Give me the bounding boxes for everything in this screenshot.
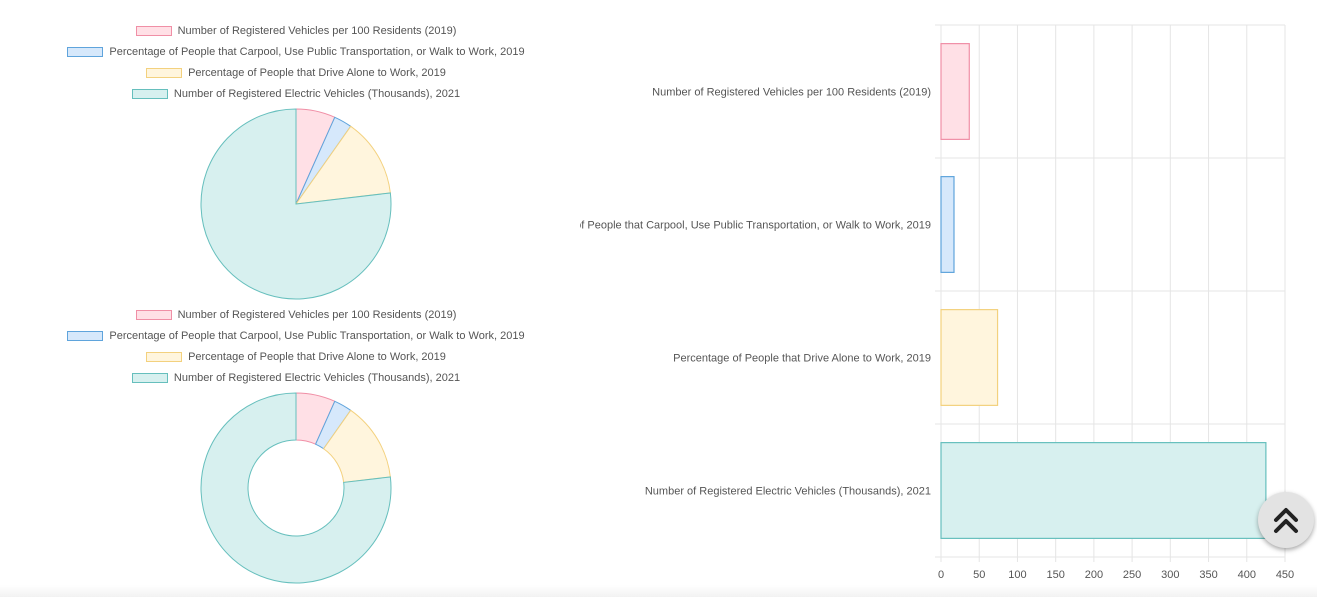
category-label: Number of Registered Electric Vehicles (… xyxy=(645,486,931,498)
category-label: Percentage of People that Carpool, Use P… xyxy=(580,220,931,232)
x-tick-label: 300 xyxy=(1161,569,1179,581)
pie-chart-slice[interactable] xyxy=(294,125,391,205)
legend-item[interactable]: Percentage of People that Drive Alone to… xyxy=(0,62,592,83)
pie-chart xyxy=(200,108,392,300)
legend-swatch xyxy=(135,25,172,36)
legend-item[interactable]: Percentage of People that Drive Alone to… xyxy=(0,346,592,367)
doughnut-chart xyxy=(200,392,392,584)
bar[interactable] xyxy=(940,309,999,406)
x-tick-label: 100 xyxy=(1008,569,1026,581)
legend-item[interactable]: Number of Registered Electric Vehicles (… xyxy=(0,83,592,104)
legend-item[interactable]: Number of Registered Vehicles per 100 Re… xyxy=(0,20,592,41)
x-tick-label: 200 xyxy=(1085,569,1103,581)
pie-chart-slice[interactable] xyxy=(200,108,392,300)
x-tick-label: 250 xyxy=(1123,569,1141,581)
legend-label: Percentage of People that Drive Alone to… xyxy=(188,350,446,363)
x-tick-label: 350 xyxy=(1199,569,1217,581)
x-tick-label: 50 xyxy=(973,569,985,581)
legend-label: Percentage of People that Carpool, Use P… xyxy=(109,45,525,58)
legend-label: Number of Registered Vehicles per 100 Re… xyxy=(177,24,457,37)
double-chevron-up-icon xyxy=(1274,508,1298,533)
legend-swatch xyxy=(67,330,104,341)
category-label: Percentage of People that Drive Alone to… xyxy=(673,353,931,365)
legend-swatch xyxy=(146,351,183,362)
legend-swatch xyxy=(67,46,104,57)
bar[interactable] xyxy=(940,442,1267,539)
bar[interactable] xyxy=(940,176,955,273)
category-label: Number of Registered Vehicles per 100 Re… xyxy=(652,87,931,99)
bar[interactable] xyxy=(940,43,970,140)
legend-swatch xyxy=(131,88,168,99)
pie-chart-legend: Number of Registered Vehicles per 100 Re… xyxy=(0,20,592,104)
doughnut-chart-slice[interactable] xyxy=(200,392,392,584)
legend-swatch xyxy=(131,372,168,383)
legend-item[interactable]: Percentage of People that Carpool, Use P… xyxy=(0,41,592,62)
legend-label: Number of Registered Vehicles per 100 Re… xyxy=(177,308,457,321)
page-bottom-shadow xyxy=(0,585,1317,597)
x-tick-label: 150 xyxy=(1046,569,1064,581)
legend-label: Number of Registered Electric Vehicles (… xyxy=(173,87,461,100)
legend-label: Number of Registered Electric Vehicles (… xyxy=(173,371,461,384)
legend-item[interactable]: Percentage of People that Carpool, Use P… xyxy=(0,325,592,346)
doughnut-chart-legend: Number of Registered Vehicles per 100 Re… xyxy=(0,304,592,388)
x-tick-label: 0 xyxy=(938,569,944,581)
legend-item[interactable]: Number of Registered Vehicles per 100 Re… xyxy=(0,304,592,325)
legend-label: Percentage of People that Drive Alone to… xyxy=(188,66,446,79)
legend-swatch xyxy=(135,309,172,320)
legend-item[interactable]: Number of Registered Electric Vehicles (… xyxy=(0,367,592,388)
x-tick-label: 450 xyxy=(1276,569,1294,581)
scroll-to-top-button[interactable] xyxy=(1258,492,1314,548)
legend-label: Percentage of People that Carpool, Use P… xyxy=(109,329,525,342)
legend-swatch xyxy=(146,67,183,78)
x-tick-label: 400 xyxy=(1238,569,1256,581)
horizontal-bar-chart: Number of Registered Vehicles per 100 Re… xyxy=(580,24,1294,581)
